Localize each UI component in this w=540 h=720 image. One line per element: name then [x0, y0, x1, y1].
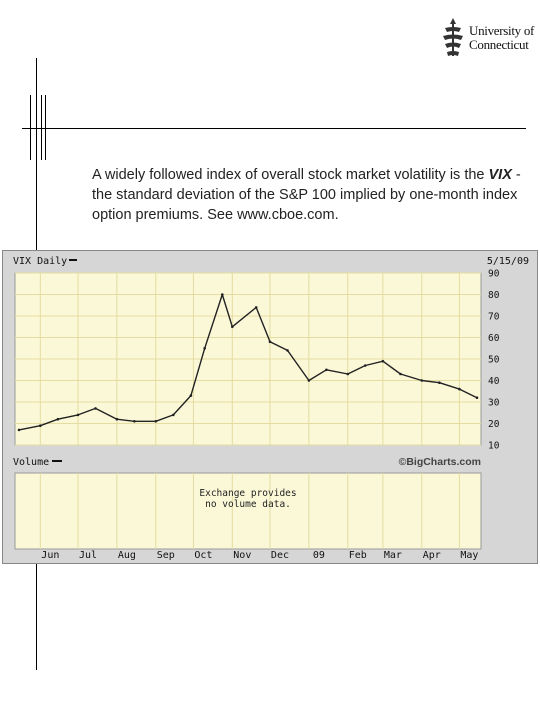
data-point — [307, 379, 311, 382]
x-tick-label: Apr — [423, 550, 441, 561]
data-point — [115, 417, 119, 421]
y-tick-label: 50 — [488, 355, 500, 366]
horizontal-rule — [22, 128, 526, 129]
y-tick-label: 90 — [488, 269, 500, 280]
y-tick-label: 10 — [488, 441, 500, 452]
vix-term: VIX — [488, 167, 512, 183]
x-tick-label: 09 — [313, 550, 325, 561]
bigcharts-watermark: ©BigCharts.com — [399, 456, 481, 468]
data-point — [56, 417, 60, 421]
y-tick-label: 70 — [488, 312, 500, 323]
vertical-rule — [45, 95, 46, 160]
chart-title: VIX Daily — [13, 256, 67, 267]
x-tick-label: Sep — [157, 550, 175, 561]
y-tick-label: 20 — [488, 419, 500, 430]
data-point — [475, 396, 479, 399]
volume-message-line1: Exchange provides — [199, 488, 296, 499]
y-tick-label: 80 — [488, 290, 500, 301]
x-tick-label: Oct — [194, 550, 212, 561]
data-point — [231, 325, 234, 329]
data-point — [154, 420, 158, 423]
data-point — [133, 420, 136, 423]
data-point — [458, 387, 461, 391]
data-point — [203, 347, 206, 350]
x-tick-label: Nov — [233, 550, 251, 561]
data-point — [364, 364, 367, 367]
volume-panel — [14, 472, 482, 550]
x-tick-label: Jul — [79, 550, 97, 561]
vix-chart: VIX Daily 5/15/09 10 20 30 40 50 60 70 80 90 Vol… — [2, 250, 538, 564]
series-group — [17, 293, 479, 432]
volume-dash — [52, 460, 62, 462]
data-point — [346, 372, 350, 376]
caption-text: A widely followed index of overall stock… — [92, 167, 521, 223]
data-point — [39, 424, 42, 427]
horizontal-grid — [15, 272, 481, 446]
x-tick-label: Jun — [41, 550, 59, 561]
data-point — [399, 372, 402, 376]
chart-svg: VIX Daily 5/15/09 10 20 30 40 50 60 70 80 90 Vol… — [13, 256, 529, 561]
x-tick-label: Feb — [349, 550, 367, 561]
vertical-rule — [30, 95, 31, 160]
y-tick-label: 30 — [488, 398, 500, 409]
y-axis: 10 20 30 40 50 60 70 80 90 — [488, 269, 500, 452]
x-tick-label: Dec — [271, 550, 289, 561]
university-name: University of Connecticut — [469, 23, 535, 52]
y-tick-label: 40 — [488, 376, 500, 387]
data-point — [221, 293, 224, 296]
data-point — [189, 394, 193, 397]
data-point — [438, 381, 441, 384]
data-point — [268, 340, 272, 344]
x-tick-label: May — [460, 550, 478, 561]
volume-label: Volume — [13, 457, 49, 468]
data-point — [286, 349, 289, 352]
volume-message-line2: no volume data. — [205, 499, 291, 510]
data-point — [94, 407, 97, 410]
data-point — [381, 359, 385, 363]
vertical-rule — [41, 95, 42, 160]
data-point — [172, 413, 175, 417]
data-point — [17, 428, 21, 432]
x-tick-label: Mar — [384, 550, 402, 561]
x-axis: Jun Jul Aug Sep Oct Nov Dec 09 Feb Mar Apr May — [41, 550, 478, 561]
data-point — [325, 368, 328, 372]
data-point — [76, 413, 80, 417]
y-tick-label: 60 — [488, 333, 500, 344]
title-dash — [69, 259, 77, 261]
data-point — [420, 379, 424, 382]
series-line — [18, 293, 478, 431]
x-tick-label: Aug — [118, 550, 136, 561]
university-seal-logo — [443, 18, 463, 56]
chart-date: 5/15/09 — [487, 256, 529, 267]
volume-grid — [39, 473, 460, 549]
data-point — [254, 306, 258, 309]
